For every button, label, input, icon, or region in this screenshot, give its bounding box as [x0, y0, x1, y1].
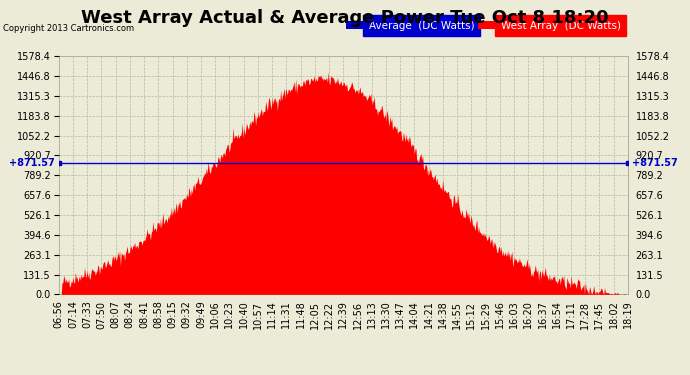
Text: +871.57: +871.57	[9, 158, 55, 168]
Text: Copyright 2013 Cartronics.com: Copyright 2013 Cartronics.com	[3, 24, 135, 33]
Legend: Average  (DC Watts), West Array  (DC Watts): Average (DC Watts), West Array (DC Watts…	[344, 19, 622, 33]
Text: +871.57: +871.57	[632, 158, 678, 168]
Text: West Array Actual & Average Power Tue Oct 8 18:20: West Array Actual & Average Power Tue Oc…	[81, 9, 609, 27]
